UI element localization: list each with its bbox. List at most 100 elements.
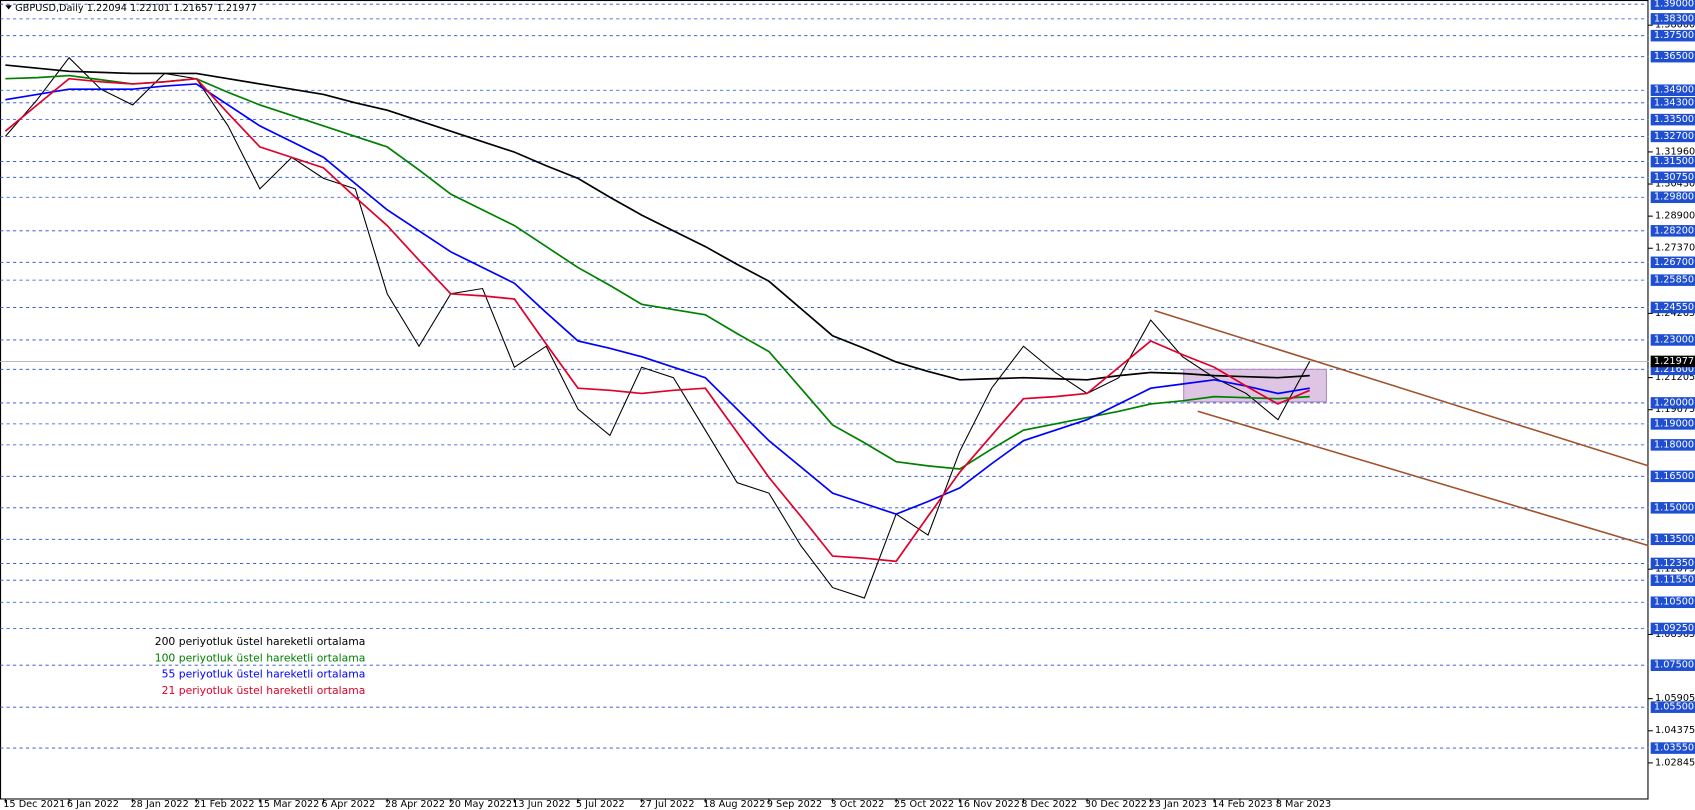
level-label: 1.24550	[1654, 302, 1694, 313]
channel-upper	[1154, 309, 1649, 467]
x-tick-label: 8 Dec 2022	[1021, 799, 1077, 810]
y-tick-label: 1.19675	[1655, 404, 1695, 415]
level-label: 1.30750	[1654, 172, 1694, 183]
level-label: 1.13500	[1654, 534, 1694, 545]
x-tick-label: 28 Jan 2022	[130, 799, 188, 810]
level-label: 1.31500	[1654, 156, 1694, 167]
level-label: 1.18000	[1654, 439, 1694, 450]
level-label: 1.38300	[1654, 13, 1694, 24]
level-label: 1.19000	[1654, 418, 1694, 429]
level-label-bg	[1650, 191, 1695, 204]
level-label-bg	[1650, 0, 1695, 10]
last-price-bg	[1650, 355, 1695, 368]
level-label-bg	[1650, 742, 1695, 754]
y-tick-label: 1.21205	[1655, 372, 1695, 383]
x-tick-label: 5 Jul 2022	[576, 799, 625, 810]
level-label: 1.03550	[1654, 743, 1694, 754]
legend-entry: 100 periyotluk üstel hareketli ortalama	[155, 651, 366, 664]
level-label-bg	[1650, 155, 1695, 168]
last-price-label: 1.21977	[1654, 356, 1694, 367]
level-label-bg	[1650, 574, 1695, 586]
y-tick-label: 1.28900	[1655, 211, 1695, 222]
x-tick-label: 6 Jan 2022	[67, 799, 119, 810]
x-tick-label: 8 Mar 2023	[1276, 799, 1331, 810]
level-label-bg	[1650, 701, 1695, 713]
y-tick-label: 1.05905	[1655, 693, 1695, 704]
level-label: 1.21600	[1654, 364, 1694, 375]
level-label: 1.07500	[1654, 660, 1694, 671]
level-label: 1.39000	[1654, 0, 1694, 10]
x-tick-label: 3 Oct 2022	[830, 799, 884, 810]
level-label-bg	[1650, 596, 1695, 609]
level-label-bg	[1650, 13, 1695, 25]
level-label: 1.37500	[1654, 30, 1694, 41]
level-label-bg	[1650, 130, 1695, 143]
level-label-bg	[1650, 533, 1695, 546]
x-tick-label: 9 Sep 2022	[767, 799, 822, 810]
x-tick-label: 13 Jun 2022	[512, 799, 570, 810]
x-tick-label: 15 Mar 2022	[258, 799, 320, 810]
level-label-bg	[1650, 50, 1695, 63]
y-tick-label: 1.30430	[1655, 179, 1695, 190]
level-label: 1.32700	[1654, 131, 1694, 142]
level-label-bg	[1650, 84, 1695, 97]
level-label: 1.26700	[1654, 257, 1694, 268]
level-label-bg	[1650, 97, 1695, 109]
level-label-bg	[1650, 659, 1695, 671]
level-label: 1.36500	[1654, 51, 1694, 62]
y-tick-label: 1.02845	[1655, 757, 1695, 768]
levels	[0, 3, 1649, 749]
plot-frame	[0, 0, 1649, 800]
level-label: 1.10500	[1654, 597, 1694, 608]
y-tick-label: 1.04375	[1655, 725, 1695, 736]
level-label-bg	[1650, 274, 1695, 286]
level-label: 1.23000	[1654, 335, 1694, 346]
level-label: 1.25850	[1654, 275, 1694, 286]
moving-average	[4, 77, 1311, 563]
y-tick-label: 1.31960	[1655, 147, 1695, 158]
level-label: 1.12350	[1654, 558, 1694, 569]
chart-title: GBPUSD,Daily 1.22094 1.22101 1.21657 1.2…	[15, 3, 257, 14]
x-tick-label: 23 Jan 2023	[1149, 799, 1207, 810]
x-tick-label: 27 Jul 2022	[640, 799, 695, 810]
legend-entry: 55 periyotluk üstel hareketli ortalama	[162, 668, 366, 681]
moving-average	[5, 83, 1310, 516]
level-label: 1.28200	[1654, 225, 1694, 236]
level-label-bg	[1650, 557, 1695, 570]
level-label-bg	[1650, 29, 1695, 42]
level-label-bg	[1650, 363, 1695, 376]
x-tick-label: 18 Aug 2022	[703, 799, 765, 810]
level-label-bg	[1650, 502, 1695, 514]
level-label-bg	[1650, 171, 1695, 184]
price-line	[4, 56, 1311, 599]
level-label: 1.20000	[1654, 397, 1694, 408]
level-label-bg	[1650, 301, 1695, 314]
level-label: 1.34900	[1654, 85, 1694, 96]
x-tick-label: 30 Dec 2022	[1085, 799, 1147, 810]
level-label: 1.33500	[1654, 114, 1694, 125]
level-label: 1.29800	[1654, 192, 1694, 203]
x-tick-label: 21 Feb 2022	[194, 799, 255, 810]
x-tick-label: 6 Apr 2022	[321, 799, 375, 810]
menu-arrow[interactable]	[5, 5, 12, 10]
series	[4, 56, 1311, 599]
level-label-bg	[1650, 113, 1695, 126]
moving-average	[5, 64, 1310, 381]
level-label: 1.11550	[1654, 575, 1694, 586]
level-label: 1.15000	[1654, 502, 1694, 513]
level-label-bg	[1650, 439, 1695, 451]
level-label-bg	[1650, 418, 1695, 430]
y-tick-label: 1.38000	[1655, 20, 1695, 31]
level-label-bg	[1650, 256, 1695, 269]
level-label: 1.34300	[1654, 97, 1694, 108]
legend-entry: 200 periyotluk üstel hareketli ortalama	[155, 635, 366, 648]
x-tick-label: 15 Dec 2021	[3, 799, 65, 810]
level-label: 1.16500	[1654, 471, 1694, 482]
level-label: 1.09250	[1654, 623, 1694, 634]
channel-lower	[1197, 410, 1649, 547]
legend-entry: 21 periyotluk üstel hareketli ortalama	[162, 684, 366, 697]
y-tick-label: 1.08965	[1655, 629, 1695, 640]
level-label-bg	[1650, 470, 1695, 483]
